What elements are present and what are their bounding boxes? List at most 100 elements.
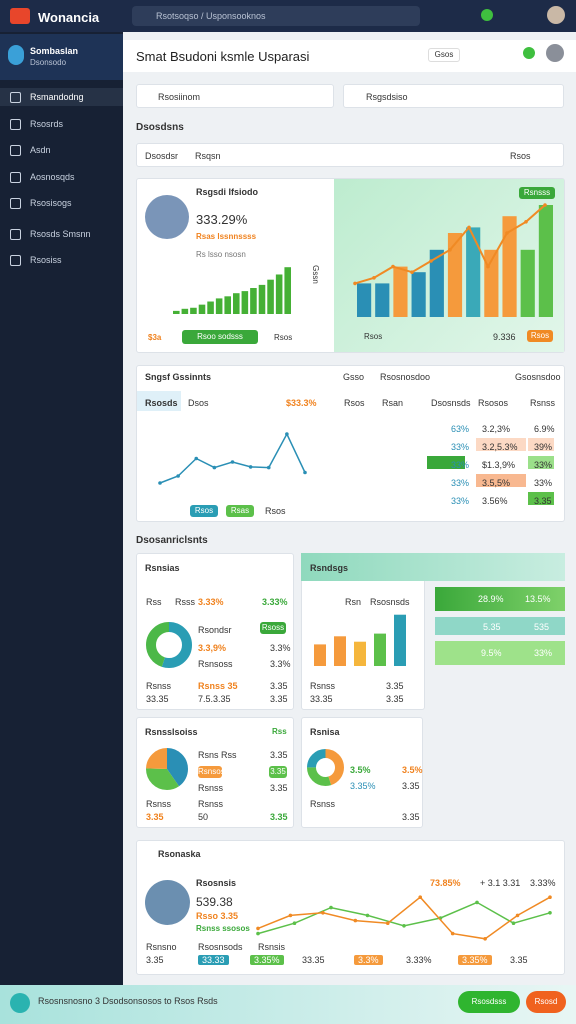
card-text: 3.33% bbox=[198, 597, 224, 607]
table-cell: 33% bbox=[534, 460, 553, 470]
trend-tab[interactable]: Gsso bbox=[343, 372, 365, 382]
donut-card bbox=[301, 717, 423, 828]
trend-tab[interactable]: Rsosnosdoo bbox=[380, 372, 431, 382]
profile-stat: + 3.1 3.31 bbox=[480, 878, 521, 888]
menu-item[interactable]: Aosnosqds bbox=[30, 172, 75, 182]
line bbox=[257, 901, 551, 935]
trend-action[interactable]: Gsosnsdoo bbox=[515, 372, 561, 382]
table-cell: 39% bbox=[534, 442, 553, 452]
search-bar[interactable] bbox=[136, 143, 564, 167]
profile-stat: 3.33% bbox=[530, 878, 556, 888]
point bbox=[329, 905, 333, 910]
logo bbox=[10, 8, 30, 24]
search-filter[interactable]: Dsosdsr bbox=[145, 151, 179, 161]
status-badge[interactable]: Gsos bbox=[428, 48, 460, 62]
status-icon[interactable] bbox=[481, 9, 493, 21]
chart-button[interactable]: Rsos bbox=[527, 330, 553, 342]
menu-item[interactable]: Rsosisogs bbox=[30, 198, 72, 208]
bar bbox=[258, 284, 266, 314]
card-title: Rsnsias bbox=[145, 563, 180, 573]
card-text: 3.35 bbox=[402, 812, 420, 822]
menu-item[interactable]: Rsosds Smsnn bbox=[30, 229, 91, 239]
card-text: Rsondsr bbox=[198, 625, 232, 635]
overview-note: Rsas lssnnssss bbox=[196, 232, 257, 241]
donut-segment bbox=[146, 622, 192, 668]
card-text: Rsnss bbox=[310, 799, 336, 809]
card-text: 3.33% bbox=[262, 597, 288, 607]
donut-segment bbox=[307, 749, 344, 786]
online-icon bbox=[523, 47, 535, 59]
active-item bbox=[0, 88, 123, 106]
filter-dropdown[interactable] bbox=[343, 84, 564, 108]
search-text: Rsotsoqso / Usponsooknos bbox=[156, 11, 266, 21]
card-text: 3.35 bbox=[270, 694, 288, 704]
table-header: Rsosos bbox=[478, 398, 509, 408]
secondary-button[interactable]: Rsosd bbox=[526, 991, 566, 1013]
table-cell: 3.2,3% bbox=[482, 424, 511, 434]
bar bbox=[447, 233, 463, 317]
bar bbox=[233, 293, 240, 314]
card-badge: Rsoss bbox=[260, 622, 286, 634]
card-text: 3.3,9% bbox=[198, 643, 227, 653]
card-text: 33.35 bbox=[310, 694, 333, 704]
card-text: 50 bbox=[198, 812, 209, 822]
page-title: Smat Bsudoni ksmle Usparasi bbox=[136, 49, 310, 64]
point bbox=[418, 895, 423, 899]
table-cell: 33% bbox=[451, 442, 470, 452]
bar bbox=[411, 272, 426, 317]
menu-icon bbox=[10, 229, 21, 240]
bar bbox=[198, 304, 206, 314]
bar bbox=[357, 283, 372, 317]
bar bbox=[284, 267, 291, 314]
table-cell: 3.5,5% bbox=[482, 478, 511, 488]
side-label: Gssn bbox=[310, 265, 320, 284]
card-badge: Rss bbox=[272, 727, 287, 736]
line bbox=[159, 432, 306, 484]
chart-left: Rsos bbox=[364, 332, 383, 341]
menu-item[interactable]: Rsosrds bbox=[30, 119, 64, 129]
filter-dropdown[interactable] bbox=[136, 84, 334, 108]
point bbox=[486, 264, 490, 269]
avatar[interactable] bbox=[547, 6, 565, 24]
search-box[interactable] bbox=[132, 6, 420, 26]
menu-icon bbox=[10, 198, 21, 209]
profile-sub: Rsso 3.35 bbox=[196, 911, 239, 921]
bar bbox=[466, 227, 481, 317]
menu-item[interactable]: Asdn bbox=[30, 145, 51, 155]
donut-chart bbox=[307, 749, 344, 786]
profile-bottom-label: Rsnsis bbox=[258, 942, 286, 952]
profile-bottom-label: Rsnsno bbox=[146, 942, 177, 952]
bar bbox=[520, 249, 535, 317]
card-badge: 3.35 bbox=[269, 766, 287, 778]
cell-highlight bbox=[476, 438, 526, 451]
card-text: 3.3% bbox=[270, 643, 291, 653]
menu-item[interactable]: Rsosiss bbox=[30, 255, 62, 265]
card-text: Rsnss bbox=[146, 799, 172, 809]
search-button[interactable]: Rsos bbox=[510, 151, 531, 161]
table-cell: 3.56% bbox=[482, 496, 508, 506]
card-text: 7.5.3.35 bbox=[198, 694, 231, 704]
overview-link[interactable]: Rsos bbox=[274, 333, 293, 342]
chart-header: $33.3% bbox=[286, 398, 317, 408]
profile-icon bbox=[8, 45, 24, 65]
point bbox=[256, 926, 260, 931]
menu-icon bbox=[10, 92, 21, 103]
overview-button[interactable]: Rsoo sodsss bbox=[182, 330, 258, 344]
bar bbox=[314, 644, 326, 666]
table-cell: $1.3,9% bbox=[482, 460, 516, 470]
bar bbox=[354, 641, 366, 666]
user-avatar[interactable] bbox=[546, 44, 564, 62]
footer-text: Rsosnsnosno 3 Dsodsonsosos to Rsos Rsds bbox=[38, 996, 218, 1006]
table-cell: 33% bbox=[534, 478, 553, 488]
card-text: Rsnss 35 bbox=[198, 681, 238, 691]
menu-item[interactable]: Rsmandodng bbox=[30, 92, 84, 102]
cell-highlight bbox=[528, 438, 554, 451]
overview-value: 333.29% bbox=[196, 212, 248, 227]
primary-button[interactable]: Rsosdsss bbox=[458, 991, 520, 1013]
bar bbox=[393, 266, 408, 317]
card-text: Rsnsoss bbox=[198, 659, 233, 669]
bar-chart bbox=[314, 614, 406, 666]
point bbox=[391, 264, 395, 269]
point bbox=[288, 913, 293, 918]
